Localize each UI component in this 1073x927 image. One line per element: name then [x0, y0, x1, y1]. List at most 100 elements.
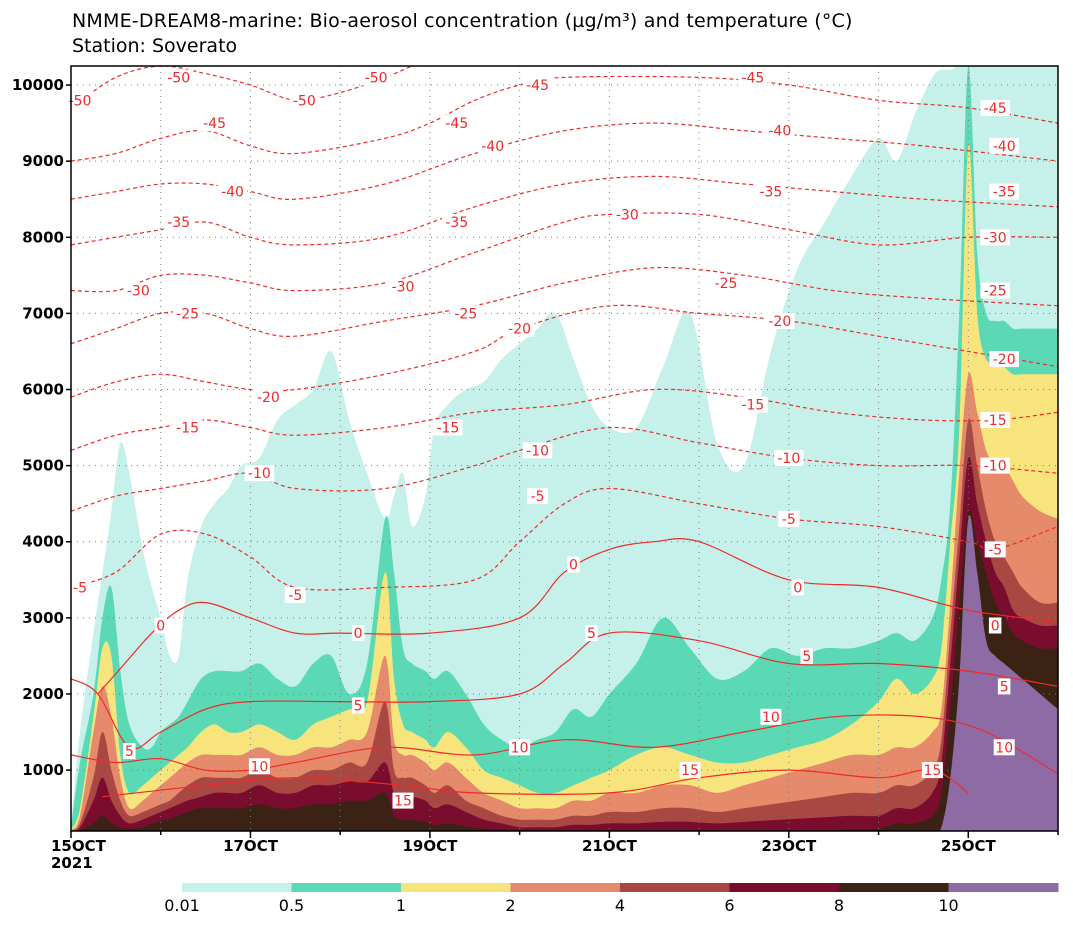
concentration-filled-layers — [71, 66, 1058, 831]
isotherm-label: -35 — [993, 185, 1016, 201]
y-tick-label: 8000 — [22, 228, 64, 246]
isotherm--10 — [71, 426, 1058, 512]
isotherm-label: -10 — [526, 443, 549, 459]
isotherm-label-bg — [738, 396, 768, 413]
isotherm-label-bg — [980, 99, 1010, 116]
plot-frame — [70, 65, 1059, 832]
isotherm-label-bg — [760, 708, 782, 725]
isotherm-label-bg — [980, 412, 1010, 428]
isotherm-label-bg — [774, 450, 804, 466]
isotherm-label: -15 — [176, 421, 199, 437]
isotherm-label-bg — [392, 792, 414, 809]
colorbar-label: 8 — [834, 896, 844, 915]
isotherm-label-bg — [567, 556, 580, 573]
concentration-layer-10 — [71, 515, 1058, 831]
isotherm-label: -45 — [984, 101, 1007, 117]
isotherm-label-bg — [123, 743, 136, 760]
isotherm-label-bg — [980, 282, 1010, 299]
isotherm-label: -30 — [616, 207, 639, 223]
isotherm-label-bg — [253, 389, 284, 406]
isotherm--40 — [71, 122, 1058, 200]
isotherm-label: -15 — [436, 421, 459, 437]
y-axis: 1000 2000 3000 4000 5000 6000 7000 8000 9000 1000… — [12, 76, 71, 779]
isotherm-label-bg — [388, 278, 418, 295]
isotherm-label-bg — [217, 183, 248, 200]
isotherm-label: -35 — [167, 215, 190, 231]
isotherm-label: 0 — [793, 580, 802, 596]
isotherm-label-bg — [123, 282, 153, 299]
isotherm-label-bg — [791, 579, 804, 596]
x-tick-label: 21OCT — [582, 837, 638, 855]
isotherm-label: 15 — [681, 763, 699, 779]
colorbar-swatch — [291, 883, 402, 892]
x-tick-label: 15OCT — [51, 837, 107, 855]
y-tick-label: 10000 — [12, 76, 64, 94]
isotherm-label-bg — [800, 647, 813, 664]
isotherm-label: -15 — [741, 398, 764, 414]
isotherm-label: -5 — [288, 588, 302, 604]
isotherm-label-bg — [442, 115, 472, 132]
isotherm-label-bg — [504, 320, 535, 337]
isotherm-label-bg — [585, 625, 598, 642]
isotherm-label: -35 — [759, 185, 782, 201]
isotherm--45 — [71, 75, 1058, 162]
y-tick-label: 9000 — [22, 152, 64, 170]
isotherm-label: -20 — [768, 314, 791, 330]
isotherm-label-bg — [172, 419, 203, 436]
isotherm-label: -20 — [508, 322, 531, 338]
isotherm-label-bg — [993, 739, 1015, 756]
isotherm-label-bg — [527, 488, 549, 505]
isotherm-label: -30 — [984, 230, 1007, 246]
isotherm-label-bg — [172, 305, 203, 322]
isotherm-label: 5 — [125, 744, 134, 760]
y-tick-label: 1000 — [22, 761, 64, 779]
isotherm-label: 0 — [354, 626, 363, 642]
colorbar-swatch — [948, 883, 1059, 892]
colorbar-swatch — [182, 883, 292, 892]
isotherm-5 — [71, 631, 1058, 750]
isotherm-15 — [102, 769, 969, 798]
isotherm-label-bg — [248, 758, 270, 775]
isotherm-label-bg — [980, 457, 1010, 474]
isotherm-label-bg — [451, 305, 481, 322]
colorbar-label: 6 — [724, 896, 734, 915]
x-tick-label: 23OCT — [761, 837, 817, 855]
isotherm-label: -25 — [454, 306, 477, 322]
isotherm-label: -45 — [445, 116, 468, 132]
concentration-colorbar-legend: 0.01 0.5 1 2 4 6 8 10 — [164, 883, 1059, 915]
isotherm-label: 0 — [991, 619, 1000, 635]
isotherm-label-bg — [351, 697, 365, 714]
isotherm-label-bg — [289, 92, 319, 109]
x-tick-sublabel: 2021 — [51, 854, 93, 872]
isotherm-label-bg — [244, 465, 275, 482]
isotherm-label-bg — [509, 739, 531, 756]
isotherm-label-bg — [284, 587, 306, 603]
isotherm-label-bg — [988, 617, 1002, 634]
isotherm-label: -45 — [526, 78, 549, 94]
isotherm--30 — [71, 212, 1058, 293]
isotherm-label: -25 — [176, 306, 199, 322]
isotherm-10 — [71, 714, 1058, 775]
isotherm-label-bg — [778, 510, 800, 527]
isotherm-label-bg — [989, 183, 1019, 200]
temperature-isotherm-labels: 15 15 15 10 10 10 10 5 5 5 5 5 0 0 0 0 0 -5 -5 -5 -5 -5 -10 -10… — [65, 69, 1019, 810]
isotherm-label: -40 — [768, 124, 791, 140]
isotherm-label: -45 — [741, 70, 764, 86]
isotherm-label-bg — [163, 69, 194, 86]
isotherm-label: -50 — [293, 93, 316, 109]
isotherm-label: -40 — [481, 139, 504, 155]
isotherm-label-bg — [69, 579, 91, 596]
isotherm-label: -30 — [392, 280, 415, 296]
isotherm-label-bg — [765, 122, 795, 139]
isotherm-label-bg — [478, 137, 508, 154]
isotherm-label: -50 — [69, 93, 92, 109]
isotherm-0 — [97, 538, 1058, 695]
isotherm--50 — [71, 66, 413, 109]
chart-subtitle: Station: Soverato — [72, 35, 238, 57]
colorbar-label: 4 — [615, 896, 625, 915]
y-tick-label: 6000 — [22, 381, 64, 399]
colorbar-swatch — [510, 883, 621, 892]
isotherm-label: -35 — [445, 215, 468, 231]
isotherm-label: -10 — [984, 459, 1007, 475]
